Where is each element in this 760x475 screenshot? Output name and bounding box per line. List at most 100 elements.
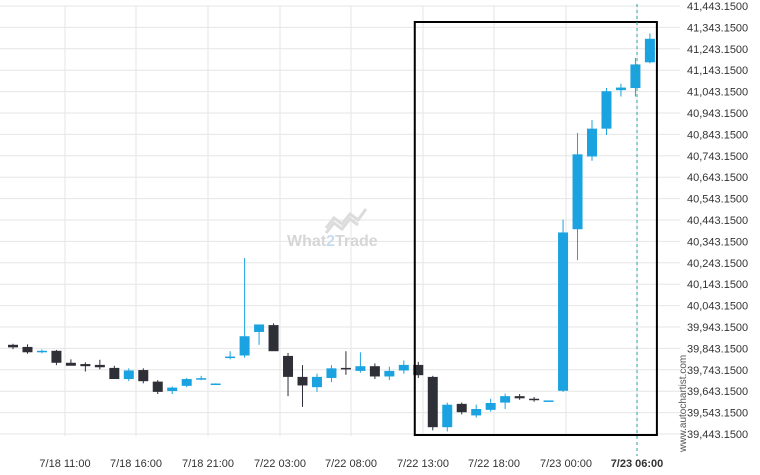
- candle-body: [51, 350, 62, 363]
- candle-body: [254, 324, 265, 332]
- candle-body: [384, 370, 395, 377]
- y-tick-label: 40,343.1500: [687, 236, 748, 248]
- candle: [572, 132, 583, 261]
- y-tick-label: 41,443.1500: [687, 1, 748, 13]
- candle-body: [543, 400, 554, 402]
- x-tick-label: 7/22 18:00: [468, 458, 520, 470]
- candle-body: [94, 364, 105, 368]
- candle-body: [558, 232, 569, 391]
- candle: [225, 351, 236, 360]
- y-tick-label: 40,543.1500: [687, 194, 748, 206]
- candle-body: [65, 362, 76, 366]
- candle: [442, 402, 453, 432]
- candle-body: [239, 336, 250, 356]
- candle-body: [22, 346, 33, 353]
- x-axis-labels: 7/18 11:00 7/18 16:00 7/18 21:00 7/22 03:00…: [39, 458, 663, 470]
- x-tick-label: 7/18 21:00: [182, 458, 234, 470]
- candle-body: [196, 378, 207, 380]
- candle-body: [587, 128, 597, 157]
- candle-body: [210, 383, 221, 386]
- candle: [471, 404, 482, 418]
- candle: [196, 375, 207, 381]
- candle-body: [413, 364, 424, 376]
- candle-body: [427, 376, 438, 428]
- candle-body: [181, 379, 192, 386]
- candle: [311, 373, 322, 392]
- candle: [543, 400, 554, 402]
- credit-text: www.autochartist.com: [678, 355, 689, 453]
- y-tick-label: 39,943.1500: [687, 322, 748, 334]
- watermark-logo-icon: [324, 208, 368, 234]
- candle: [601, 87, 612, 136]
- x-tick-label: 7/23 06:00: [611, 458, 664, 470]
- candles: [8, 33, 655, 432]
- x-tick-label: 7/23 00:00: [540, 458, 592, 470]
- candle: [22, 344, 33, 354]
- candle: [8, 343, 18, 350]
- candle: [427, 375, 438, 431]
- y-tick-label: 41,343.1500: [687, 22, 748, 34]
- candle-body: [500, 396, 511, 403]
- candle-body: [311, 376, 322, 388]
- candle-body: [340, 367, 351, 370]
- candle-body: [369, 366, 380, 377]
- candle: [384, 366, 395, 381]
- candle-body: [529, 398, 540, 401]
- x-tick-label: 7/18 16:00: [110, 458, 162, 470]
- candle: [109, 365, 120, 380]
- y-tick-label: 40,243.1500: [687, 258, 748, 270]
- candle: [254, 324, 265, 345]
- candle: [36, 349, 47, 354]
- watermark: What2Trade: [287, 208, 378, 250]
- candle-body: [615, 87, 626, 91]
- y-tick-label: 39,843.1500: [687, 343, 748, 355]
- candle: [80, 362, 91, 372]
- y-tick-label: 40,843.1500: [687, 129, 748, 141]
- y-tick-label: 40,443.1500: [687, 215, 748, 227]
- x-tick-label: 7/22 03:00: [254, 458, 306, 470]
- candle: [485, 398, 496, 412]
- candle-body: [8, 344, 18, 348]
- candle: [587, 120, 597, 161]
- candle-body: [109, 367, 120, 380]
- candle: [51, 349, 62, 366]
- candle: [355, 352, 366, 373]
- y-tick-label: 40,643.1500: [687, 172, 748, 184]
- candle-body: [326, 368, 337, 378]
- candle: [297, 365, 308, 407]
- x-tick-label: 7/22 13:00: [397, 458, 449, 470]
- candle: [138, 368, 149, 384]
- candle: [152, 380, 163, 395]
- candle-body: [601, 91, 612, 129]
- y-tick-label: 39,643.1500: [687, 386, 748, 398]
- candle: [239, 258, 250, 358]
- candle-body: [80, 364, 91, 367]
- candle: [630, 58, 641, 97]
- candle: [65, 359, 76, 366]
- y-tick-label: 39,743.1500: [687, 365, 748, 377]
- y-tick-label: 39,443.1500: [687, 429, 748, 441]
- candle-body: [283, 355, 294, 377]
- candle: [326, 365, 337, 383]
- candle-body: [572, 154, 583, 230]
- y-tick-label: 40,943.1500: [687, 108, 748, 120]
- candle-body: [138, 370, 149, 382]
- y-tick-label: 40,143.1500: [687, 279, 748, 291]
- candle: [94, 359, 105, 370]
- candle: [123, 368, 134, 382]
- candle: [644, 33, 655, 64]
- y-tick-label: 41,143.1500: [687, 65, 748, 77]
- candle-body: [398, 364, 409, 371]
- candle: [558, 219, 569, 392]
- candle: [615, 83, 626, 97]
- candle-body: [268, 325, 279, 352]
- candle-body: [514, 396, 525, 399]
- candle: [398, 360, 409, 374]
- candle-body: [644, 38, 655, 63]
- candle-body: [485, 403, 496, 410]
- y-tick-label: 41,043.1500: [687, 87, 748, 99]
- pattern-highlight-box: [413, 21, 658, 436]
- y-axis-labels: 41,443.1500 41,343.1500 41,243.1500 41,143.…: [687, 1, 748, 441]
- candle: [456, 402, 467, 415]
- candle: [413, 361, 424, 378]
